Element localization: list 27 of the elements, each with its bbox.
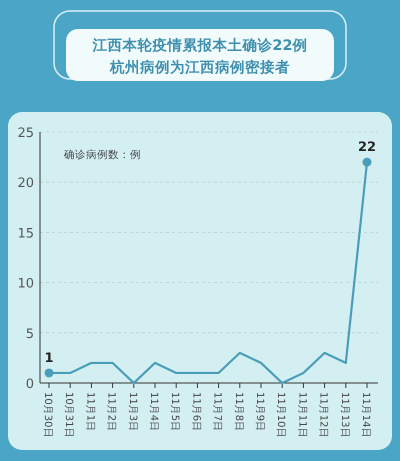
- x-tick-label: 11月6日: [190, 392, 202, 432]
- data-label: 22: [358, 140, 376, 156]
- x-tick-label: 11月5日: [169, 392, 180, 432]
- x-tick-label: 11月11日: [296, 392, 308, 438]
- x-tick-label: 11月4日: [148, 392, 159, 432]
- x-tick-label: 11月14日: [360, 392, 371, 438]
- x-tick-label: 11月7日: [212, 392, 223, 432]
- x-tick-label: 11月12日: [318, 392, 329, 438]
- x-tick-label: 11月13日: [338, 392, 350, 438]
- x-tick-label: 11月9日: [254, 392, 265, 432]
- x-tick-label: 11月10日: [275, 392, 286, 438]
- y-axis-title: 确诊病例数：例: [63, 148, 141, 161]
- y-tick-label: 20: [17, 176, 34, 192]
- data-label: 1: [44, 350, 54, 366]
- x-tick-label: 10月31日: [63, 392, 74, 438]
- chart-subtitle: 杭州病例为江西病例密接者: [109, 58, 290, 76]
- x-tick-label: 11月8日: [232, 392, 244, 432]
- y-tick-label: 25: [17, 126, 34, 141]
- x-tick-label: 10月30日: [42, 392, 53, 438]
- y-tick-label: 10: [17, 276, 34, 292]
- y-tick-label: 0: [26, 377, 34, 392]
- chart-title: 江西本轮疫情累报本土确诊22例: [91, 37, 308, 54]
- x-tick-label: 11月2日: [106, 392, 117, 432]
- x-tick-label: 11月1日: [84, 392, 96, 432]
- x-tick-label: 11月3日: [126, 392, 138, 432]
- y-tick-label: 15: [17, 226, 34, 242]
- y-tick-label: 5: [26, 326, 34, 342]
